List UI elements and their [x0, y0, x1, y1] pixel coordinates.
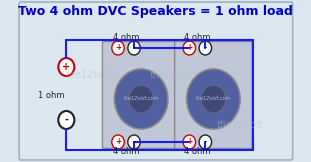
- Text: +: +: [115, 44, 121, 52]
- Circle shape: [112, 135, 124, 149]
- Text: +: +: [115, 138, 121, 146]
- FancyBboxPatch shape: [19, 2, 293, 160]
- Text: the12volt: the12volt: [150, 70, 197, 80]
- Text: -: -: [132, 44, 136, 52]
- Circle shape: [128, 135, 140, 149]
- Text: -: -: [204, 138, 207, 146]
- Text: the12volt: the12volt: [65, 70, 112, 80]
- Circle shape: [187, 69, 240, 129]
- FancyBboxPatch shape: [174, 41, 252, 149]
- Text: 1 ohm: 1 ohm: [38, 91, 64, 99]
- Circle shape: [199, 41, 211, 55]
- Circle shape: [128, 41, 140, 55]
- Text: 4 ohm: 4 ohm: [113, 34, 139, 42]
- Circle shape: [114, 69, 168, 129]
- Circle shape: [199, 135, 211, 149]
- Text: the12volt.com: the12volt.com: [196, 97, 231, 102]
- Text: +: +: [186, 138, 193, 146]
- Circle shape: [58, 111, 74, 129]
- Text: 4 ohm: 4 ohm: [184, 34, 211, 42]
- Circle shape: [58, 58, 74, 76]
- Circle shape: [183, 135, 196, 149]
- Text: 4 ohm: 4 ohm: [113, 147, 139, 156]
- FancyBboxPatch shape: [102, 41, 180, 149]
- Text: +: +: [62, 62, 70, 72]
- Text: 4 ohm: 4 ohm: [184, 147, 211, 156]
- Circle shape: [201, 85, 226, 113]
- Text: -: -: [204, 44, 207, 52]
- Text: -: -: [64, 115, 68, 125]
- Circle shape: [129, 85, 154, 113]
- Text: the12volt: the12volt: [217, 120, 263, 130]
- Text: the12volt.com: the12volt.com: [123, 97, 159, 102]
- Circle shape: [183, 41, 196, 55]
- Circle shape: [112, 41, 124, 55]
- Text: +: +: [186, 44, 193, 52]
- Text: -: -: [132, 138, 136, 146]
- Text: Two 4 ohm DVC Speakers = 1 ohm load: Two 4 ohm DVC Speakers = 1 ohm load: [18, 6, 293, 18]
